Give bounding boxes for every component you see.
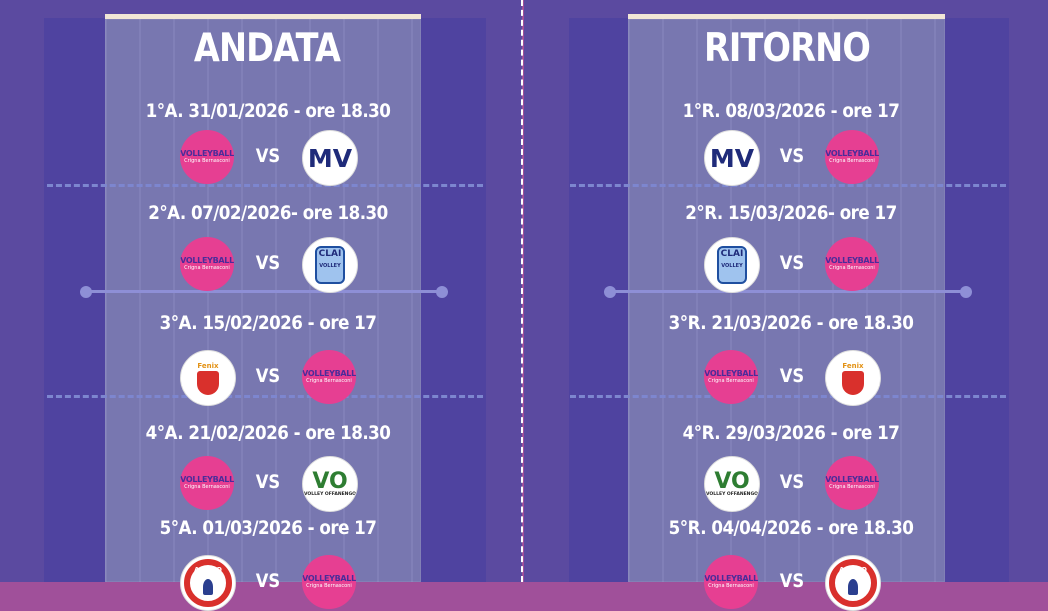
vs-label: VS	[255, 365, 281, 387]
volleyball-club-logo: VOLLEYBALL Crigna Bernasconi	[180, 456, 234, 510]
vs-label: VS	[255, 145, 281, 167]
clai-volley-logo: CLAI VOLLEY	[704, 237, 760, 293]
net-post	[436, 286, 448, 298]
andata-panel	[105, 14, 421, 582]
court-line	[570, 184, 1006, 187]
logo-subtext: Crigna Bernasconi	[708, 583, 754, 589]
logo-subtext: Crigna Bernasconi	[829, 484, 875, 490]
volleyball-club-logo: VOLLEYBALL Crigna Bernasconi	[825, 130, 879, 184]
court-line	[570, 395, 1006, 398]
logo-subtext: Crigna Bernasconi	[184, 484, 230, 490]
volleyball-club-logo: VOLLEYBALL Crigna Bernasconi	[825, 237, 879, 291]
logo-wordmark: VOLLEYBALL	[704, 574, 758, 583]
altino-ring: ALTINO	[184, 559, 232, 607]
altino-team-logo: ALTINO	[825, 555, 881, 611]
vs-label: VS	[779, 365, 805, 387]
court-line	[47, 395, 483, 398]
ritorno-match-date: 3°R. 21/03/2026 - ore 18.30	[668, 312, 914, 334]
altino-text: ALTINO	[839, 566, 867, 574]
logo-subtext: Crigna Bernasconi	[306, 583, 352, 589]
clai-text: CLAI	[720, 249, 744, 259]
vs-label: VS	[779, 471, 805, 493]
mv-team-logo: MV	[302, 130, 358, 186]
volleyball-club-logo: VOLLEYBALL Crigna Bernasconi	[302, 350, 356, 404]
volleyball-club-logo: VOLLEYBALL Crigna Bernasconi	[704, 555, 758, 609]
ritorno-match-date: 4°R. 29/03/2026 - ore 17	[682, 422, 900, 444]
andata-title: ANDATA	[193, 26, 341, 71]
ritorno-title: RITORNO	[703, 26, 871, 71]
mv-mark: MV	[709, 143, 755, 173]
volleyball-club-logo: VOLLEYBALL Crigna Bernasconi	[180, 130, 234, 184]
logo-wordmark: VOLLEYBALL	[825, 149, 879, 158]
clai-text: CLAI	[318, 249, 342, 259]
logo-subtext: Crigna Bernasconi	[184, 158, 230, 164]
ritorno-match-date: 2°R. 15/03/2026- ore 17	[685, 202, 897, 224]
andata-match-date: 2°A. 07/02/2026- ore 18.30	[148, 202, 388, 224]
net-line-right	[610, 290, 966, 293]
logo-subtext: Crigna Bernasconi	[708, 378, 754, 384]
court-line	[47, 184, 483, 187]
net-post	[80, 286, 92, 298]
clai-badge: CLAI VOLLEY	[315, 246, 345, 284]
logo-wordmark: VOLLEYBALL	[302, 574, 356, 583]
clai-volley-logo: CLAI VOLLEY	[302, 237, 358, 293]
shield-icon	[842, 370, 864, 395]
vs-label: VS	[779, 570, 805, 592]
vo-mark: VO	[714, 469, 750, 494]
logo-subtext: Crigna Bernasconi	[829, 265, 875, 271]
player-icon	[848, 579, 858, 595]
ritorno-panel	[628, 14, 945, 582]
logo-subtext: Crigna Bernasconi	[184, 265, 230, 271]
fenix-tag: Fenix	[197, 361, 219, 370]
logo-wordmark: VOLLEYBALL	[825, 475, 879, 484]
vo-wordmark: VOLLEY OFFANENGO	[304, 492, 356, 497]
fenix-team-logo: Fenix	[825, 350, 881, 406]
clai-badge: CLAI VOLLEY	[717, 246, 747, 284]
logo-wordmark: VOLLEYBALL	[825, 256, 879, 265]
volleyball-club-logo: VOLLEYBALL Crigna Bernasconi	[825, 456, 879, 510]
player-icon	[203, 579, 213, 595]
fenix-tag: Fenix	[842, 361, 864, 370]
shield-icon	[197, 370, 219, 395]
altino-text: ALTINO	[194, 566, 222, 574]
logo-subtext: Crigna Bernasconi	[306, 378, 352, 384]
mv-mark: MV	[307, 143, 353, 173]
ritorno-match-date: 5°R. 04/04/2026 - ore 18.30	[668, 517, 914, 539]
mv-team-logo: MV	[704, 130, 760, 186]
andata-match-date: 1°A. 31/01/2026 - ore 18.30	[145, 100, 391, 122]
net-post	[960, 286, 972, 298]
volleyball-club-logo: VOLLEYBALL Crigna Bernasconi	[302, 555, 356, 609]
vs-label: VS	[779, 252, 805, 274]
fenix-team-logo: Fenix	[180, 350, 236, 406]
net-post	[604, 286, 616, 298]
logo-subtext: Crigna Bernasconi	[829, 158, 875, 164]
andata-match-date: 5°A. 01/03/2026 - ore 17	[159, 517, 377, 539]
clai-subtext: VOLLEY	[721, 263, 743, 269]
vs-label: VS	[255, 471, 281, 493]
vo-wordmark: VOLLEY OFFANENGO	[706, 492, 758, 497]
vs-label: VS	[255, 570, 281, 592]
andata-match-date: 4°A. 21/02/2026 - ore 18.30	[145, 422, 391, 444]
volleyball-club-logo: VOLLEYBALL Crigna Bernasconi	[180, 237, 234, 291]
logo-wordmark: VOLLEYBALL	[180, 149, 234, 158]
altino-team-logo: ALTINO	[180, 555, 236, 611]
volley-offanengo-logo: VO VOLLEY OFFANENGO	[302, 456, 358, 512]
volleyball-club-logo: VOLLEYBALL Crigna Bernasconi	[704, 350, 758, 404]
vs-label: VS	[779, 145, 805, 167]
logo-wordmark: VOLLEYBALL	[704, 369, 758, 378]
logo-wordmark: VOLLEYBALL	[302, 369, 356, 378]
vo-mark: VO	[312, 469, 348, 494]
altino-ring: ALTINO	[829, 559, 877, 607]
ritorno-match-date: 1°R. 08/03/2026 - ore 17	[682, 100, 900, 122]
net-line-left	[86, 290, 442, 293]
volley-offanengo-logo: VO VOLLEY OFFANENGO	[704, 456, 760, 512]
center-divider	[521, 0, 523, 582]
vs-label: VS	[255, 252, 281, 274]
logo-wordmark: VOLLEYBALL	[180, 475, 234, 484]
andata-match-date: 3°A. 15/02/2026 - ore 17	[159, 312, 377, 334]
clai-subtext: VOLLEY	[319, 263, 341, 269]
logo-wordmark: VOLLEYBALL	[180, 256, 234, 265]
